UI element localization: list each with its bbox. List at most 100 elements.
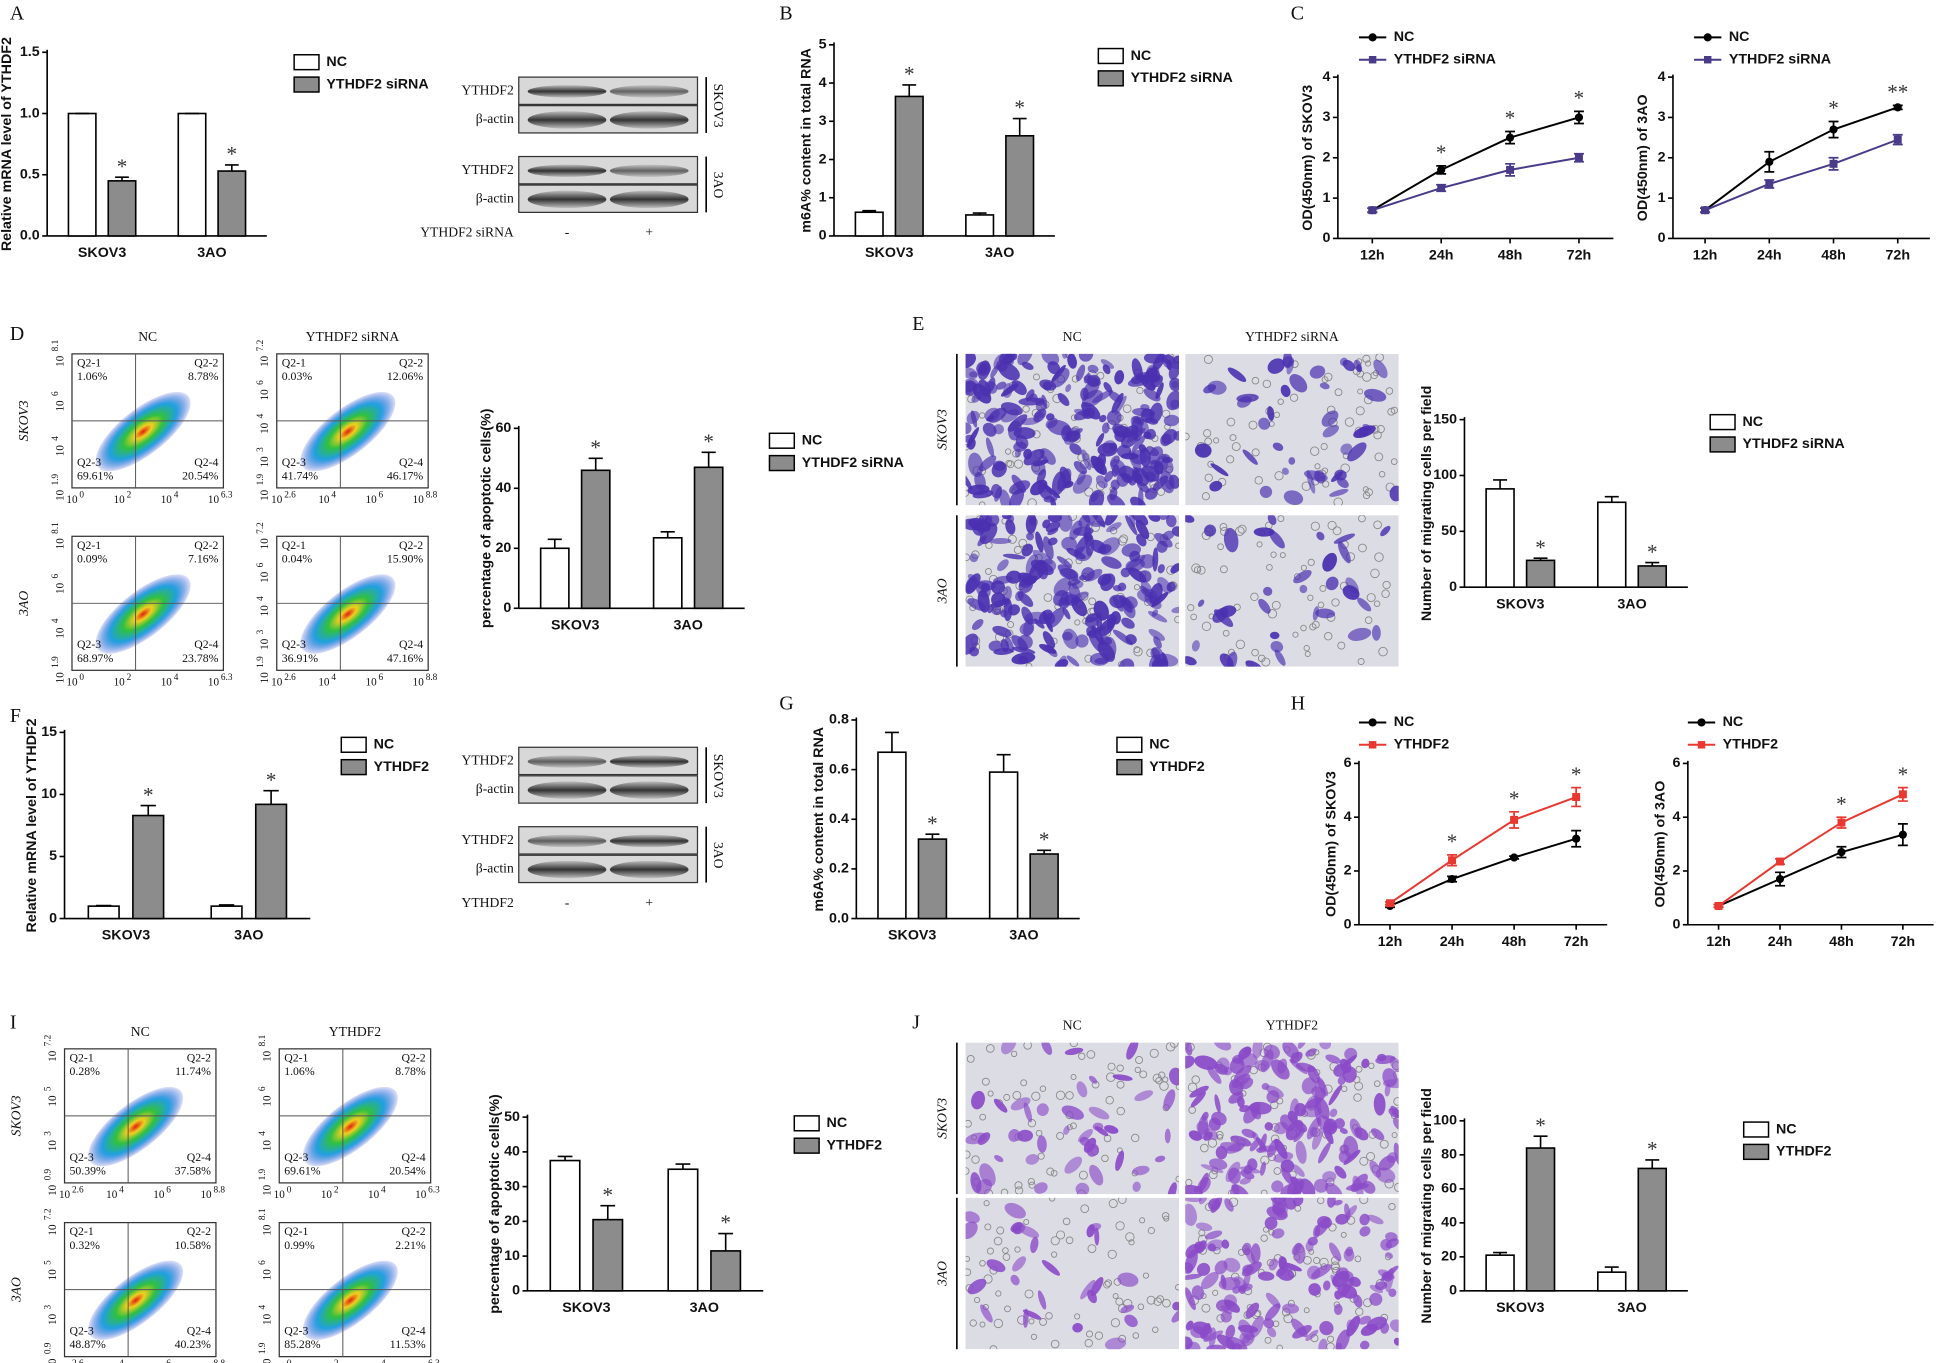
blot-band	[527, 190, 607, 209]
micrograph	[965, 515, 1180, 667]
flow-tick-base: 10	[271, 676, 283, 688]
flow-tick-base: 10	[368, 1189, 380, 1201]
stained-cell	[1369, 1160, 1382, 1178]
stained-cell	[965, 1221, 978, 1240]
pore	[1133, 647, 1143, 657]
stained-cell	[1171, 526, 1180, 537]
pore	[1307, 558, 1315, 567]
stained-cell	[1094, 1227, 1100, 1246]
pore	[1370, 568, 1380, 579]
row-header: SKOV3	[934, 1098, 949, 1139]
bar	[917, 838, 948, 920]
stained-cell	[965, 633, 979, 655]
stained-cell	[1238, 1285, 1246, 1295]
quadrant-value: 69.61%	[284, 1163, 321, 1177]
pore	[1257, 654, 1266, 663]
pore	[1014, 1246, 1021, 1253]
pore	[1373, 1080, 1381, 1087]
stained-cell	[1274, 1138, 1288, 1160]
stained-cell	[1134, 1090, 1154, 1102]
error-bar	[902, 84, 917, 97]
stained-cell	[1173, 430, 1180, 441]
pore	[1103, 1280, 1111, 1289]
stained-cell	[1041, 1042, 1053, 1055]
stained-cell	[1121, 473, 1133, 483]
y-tick-label: 0.2	[829, 861, 849, 877]
stained-cell	[989, 537, 1012, 544]
flow-tick-base: 10	[47, 1095, 59, 1107]
pore	[1229, 434, 1237, 442]
stained-cell	[1257, 1271, 1275, 1281]
pore	[1235, 526, 1245, 536]
stained-cell	[1295, 1140, 1307, 1164]
stained-cell	[1045, 417, 1058, 429]
stained-cell	[1291, 1318, 1308, 1338]
y-tick-label: 20	[504, 1213, 520, 1229]
series-line	[1389, 837, 1577, 907]
stained-cell	[1191, 640, 1200, 652]
y-axis-label: OD(450nm) of 3AO	[1652, 781, 1668, 908]
stained-cell	[1099, 414, 1107, 423]
stained-cell	[1337, 541, 1351, 564]
pore	[1319, 584, 1327, 592]
quadrant-value: 69.61%	[77, 468, 114, 482]
stained-cell	[1224, 1198, 1234, 1212]
panel-letter: F	[10, 705, 21, 727]
legend-marker	[1697, 741, 1706, 749]
y-tick-label: 2	[1672, 863, 1680, 879]
flow-tick-base: 10	[262, 1269, 274, 1281]
legend-label: YTHDF2 siRNA	[1131, 70, 1233, 86]
legend-swatch	[1116, 736, 1143, 753]
pore	[1074, 619, 1081, 626]
stained-cell	[1037, 1135, 1047, 1153]
x-tick-label: 12h	[1706, 934, 1731, 950]
pore	[1370, 371, 1378, 380]
quadrant-value: 20.54%	[182, 468, 219, 482]
stained-cell	[1047, 607, 1065, 629]
stained-cell	[1318, 1338, 1328, 1350]
stained-cell	[1169, 377, 1180, 392]
flow-tick-exponent: 3	[44, 1304, 54, 1309]
significance: *	[1647, 540, 1658, 564]
pore	[1134, 1066, 1141, 1074]
stained-cell	[1265, 1085, 1284, 1098]
stained-cell	[1101, 556, 1122, 569]
stained-cell	[1085, 613, 1099, 623]
pore	[1062, 1217, 1071, 1226]
stained-cell	[1148, 611, 1168, 623]
pore	[1193, 566, 1202, 574]
stained-cell	[965, 353, 976, 369]
stained-cell	[1236, 1096, 1245, 1108]
quadrant-name: Q2-4	[194, 455, 218, 469]
micrograph	[1185, 1197, 1399, 1350]
stained-cell	[1038, 482, 1052, 500]
stained-cell	[1073, 461, 1088, 475]
pore	[1149, 1048, 1159, 1058]
pore	[971, 1155, 980, 1164]
stained-cell	[1039, 643, 1057, 654]
stained-cell	[1173, 355, 1180, 364]
pore	[1043, 593, 1053, 602]
stained-cell	[1185, 1055, 1195, 1069]
legend-swatch	[1097, 47, 1124, 65]
pore	[1014, 1186, 1024, 1195]
pore	[1385, 387, 1394, 395]
stained-cell	[971, 1090, 986, 1110]
error-bar	[660, 530, 675, 538]
y-tick-label: 4	[1344, 809, 1352, 825]
stained-cell	[1392, 1117, 1399, 1130]
y-tick-label: 0	[1322, 230, 1330, 246]
pore	[1334, 388, 1343, 397]
point	[1505, 133, 1515, 142]
flow-tick-exponent: 4	[331, 673, 336, 683]
quadrant-value: 0.03%	[282, 369, 313, 383]
stained-cell	[1001, 597, 1011, 606]
pore	[1153, 1297, 1162, 1306]
stained-cell	[1167, 1182, 1177, 1195]
pore	[1203, 354, 1213, 364]
stained-cell	[1306, 470, 1316, 494]
legend-label: YTHDF2 siRNA	[326, 76, 428, 92]
stained-cell	[1352, 1175, 1364, 1195]
flow-tick-base: 10	[259, 389, 271, 401]
bar	[1637, 565, 1668, 588]
